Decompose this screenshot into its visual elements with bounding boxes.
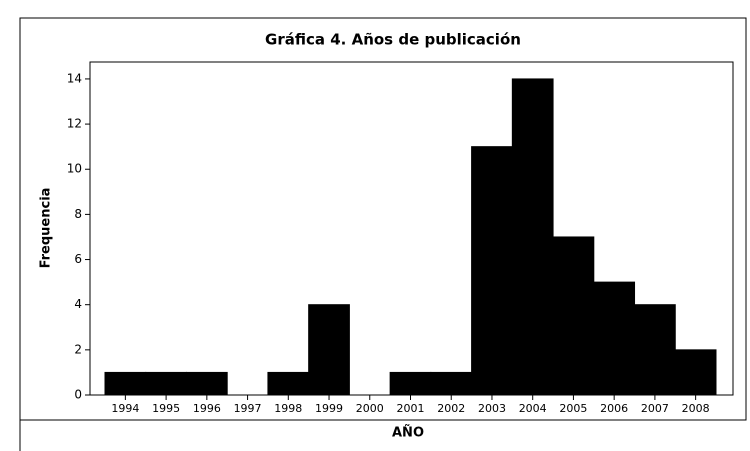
bar — [308, 304, 350, 396]
x-tick-label: 1994 — [111, 402, 139, 415]
x-tick-label: 2000 — [356, 402, 384, 415]
bar — [185, 371, 228, 396]
x-tick-label: 2002 — [437, 402, 465, 415]
bar — [634, 304, 676, 396]
frame — [19, 17, 747, 421]
x-tick-label: 2001 — [397, 402, 425, 415]
bar — [552, 236, 595, 396]
bar — [430, 371, 473, 396]
bar — [104, 371, 147, 396]
x-tick-label: 1995 — [152, 402, 180, 415]
x-tick-label: 2007 — [641, 402, 669, 415]
x-tick-label: 1998 — [274, 402, 302, 415]
y-tick-label: 6 — [74, 252, 82, 266]
y-tick-label: 2 — [74, 342, 82, 356]
chart-title: Gráfica 4. Años de publicación — [265, 31, 521, 49]
x-tick-label: 1996 — [193, 402, 221, 415]
y-tick-label: 12 — [67, 117, 82, 131]
bar — [511, 78, 554, 396]
bar — [267, 371, 310, 396]
x-tick-label: 1997 — [234, 402, 262, 415]
x-tick-label: 2006 — [600, 402, 628, 415]
x-tick-label: 1999 — [315, 402, 343, 415]
y-tick-label: 8 — [74, 207, 82, 221]
bar — [145, 371, 187, 396]
x-tick-label: 2004 — [519, 402, 547, 415]
y-tick-label: 10 — [67, 162, 82, 176]
x-tick-label: 2008 — [682, 402, 710, 415]
y-tick-label: 4 — [74, 297, 82, 311]
y-axis-label: Frequencia — [39, 188, 54, 269]
x-axis-label: AÑO — [392, 425, 424, 441]
x-tick-label: 2003 — [478, 402, 506, 415]
y-tick-label: 0 — [74, 388, 82, 402]
bar — [471, 146, 513, 396]
bar — [593, 281, 636, 396]
bar — [674, 349, 717, 396]
y-tick-label: 14 — [67, 71, 82, 85]
bar — [389, 371, 432, 396]
x-tick-label: 2005 — [559, 402, 587, 415]
